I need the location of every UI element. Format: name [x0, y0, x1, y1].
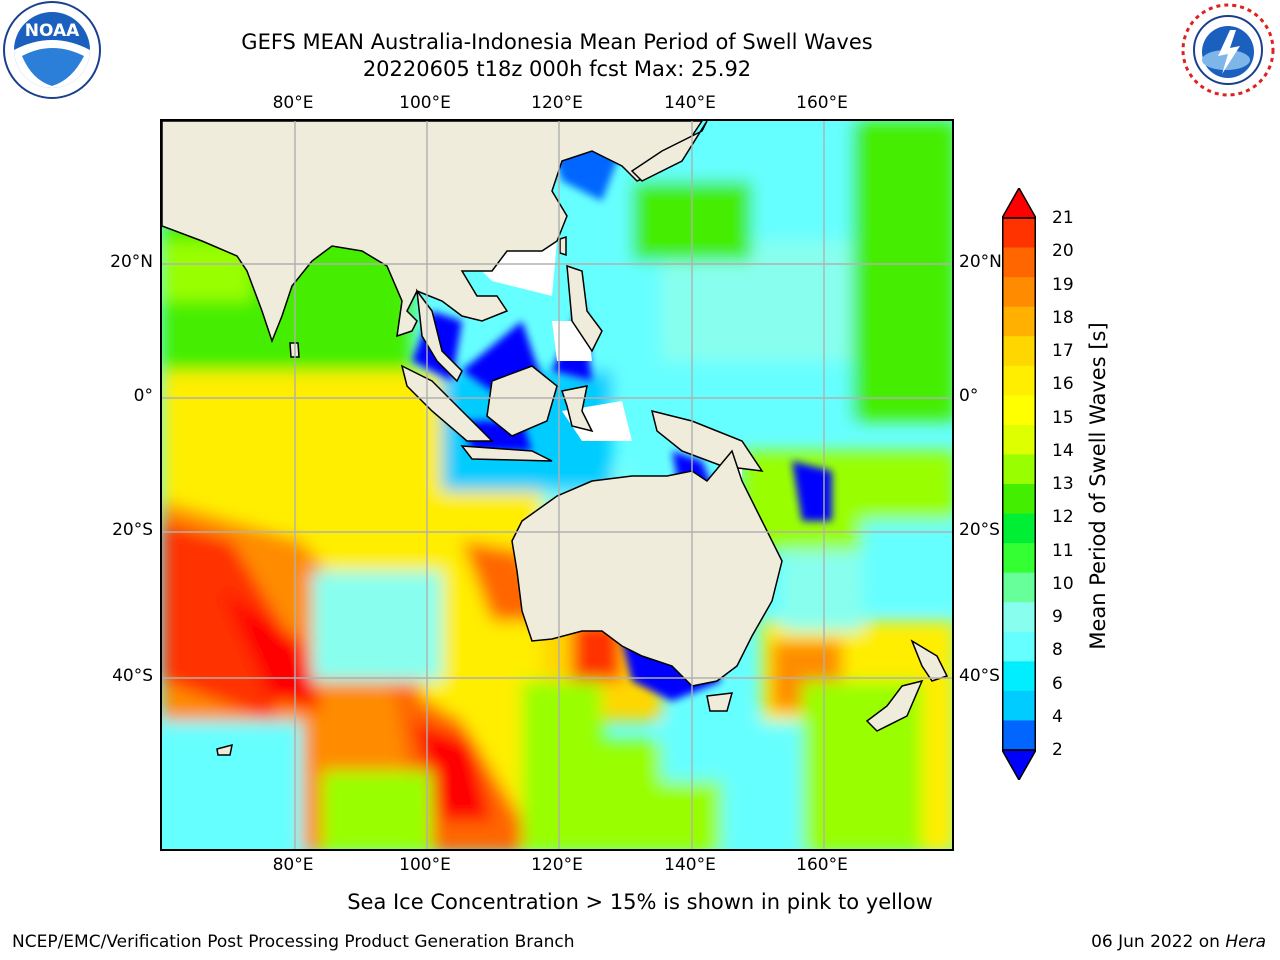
colorbar-segment [1002, 218, 1036, 249]
colorbar-segment [1002, 602, 1036, 633]
footer-date: 06 Jun 2022 on [1091, 932, 1226, 952]
footer-host: Hera [1225, 932, 1266, 952]
colorbar-segment [1002, 720, 1036, 751]
colorbar-segment [1002, 572, 1036, 603]
colorbar-tick: 13 [1052, 474, 1074, 494]
colorbar-segment [1002, 513, 1036, 544]
colorbar-border [1002, 217, 1036, 751]
colorbar-tick: 15 [1052, 407, 1074, 428]
map-panel[interactable] [160, 119, 954, 851]
colorbar-min-extend [1002, 749, 1036, 780]
colorbar-tick: 11 [1052, 540, 1074, 561]
lon-tick-bottom: 140°E [664, 855, 716, 875]
colorbar-max-extend [1002, 188, 1036, 219]
chart-subtitle: 20220605 t18z 000h fcst Max: 25.92 [362, 57, 752, 81]
colorbar-segment [1002, 661, 1036, 692]
chart-title: GEFS MEAN Australia-Indonesia Mean Perio… [241, 30, 873, 54]
colorbar-tick: 2 [1052, 740, 1063, 760]
colorbar-tick: 4 [1052, 706, 1063, 727]
lat-tick-right: 20°S [959, 520, 1000, 540]
noaa-logo: NOAA [3, 1, 101, 99]
lat-tick-left: 40°S [112, 666, 153, 686]
colorbar-segment [1002, 365, 1036, 396]
sea-ice-note: Sea Ice Concentration > 15% is shown in … [347, 890, 933, 914]
colorbar-tick: 21 [1052, 208, 1074, 228]
lon-tick-bottom: 80°E [272, 855, 314, 875]
lat-tick-right: 0° [959, 386, 979, 406]
lat-tick-left: 20°N [110, 252, 153, 272]
lat-tick-right: 40°S [959, 666, 1000, 686]
colorbar-tick: 19 [1052, 274, 1074, 295]
lon-tick-bottom: 100°E [399, 855, 451, 875]
lon-tick-top: 120°E [531, 93, 583, 113]
lat-tick-left: 0° [133, 386, 153, 406]
colorbar-tick: 14 [1052, 440, 1074, 461]
footer-right: 06 Jun 2022 on Hera [1091, 932, 1266, 952]
colorbar-tick: 9 [1052, 607, 1063, 627]
colorbar-tick: 8 [1052, 640, 1063, 661]
colorbar-label: Mean Period of Swell Waves [s] [1086, 322, 1110, 650]
lon-tick-bottom: 120°E [531, 855, 583, 875]
lon-tick-top: 160°E [796, 93, 848, 113]
colorbar-segment [1002, 690, 1036, 721]
nws-logo [1180, 2, 1276, 98]
colorbar-tick: 20 [1052, 241, 1074, 262]
footer-left: NCEP/EMC/Verification Post Processing Pr… [12, 932, 575, 952]
colorbar-tick: 10 [1052, 573, 1074, 594]
colorbar-segment [1002, 277, 1036, 308]
colorbar-segment [1002, 336, 1036, 367]
lon-tick-top: 140°E [664, 93, 716, 113]
lat-tick-right: 20°N [959, 252, 1002, 272]
colorbar-segment [1002, 395, 1036, 426]
colorbar-segment [1002, 247, 1036, 278]
colorbar-segment [1002, 454, 1036, 485]
colorbar-tick: 17 [1052, 341, 1074, 361]
lat-tick-left: 20°S [112, 520, 153, 540]
colorbar-tick: 12 [1052, 507, 1074, 528]
lon-tick-bottom: 160°E [796, 855, 848, 875]
colorbar-segment [1002, 484, 1036, 515]
colorbar-tick: 18 [1052, 307, 1074, 328]
colorbar-segment [1002, 424, 1036, 455]
noaa-logo-text: NOAA [25, 21, 80, 41]
colorbar-tick: 16 [1052, 374, 1074, 395]
colorbar-segment [1002, 306, 1036, 337]
colorbar-segment [1002, 543, 1036, 574]
colorbar-tick: 6 [1052, 673, 1063, 694]
swell-period-map [162, 121, 952, 849]
lon-tick-top: 100°E [399, 93, 451, 113]
colorbar-segment [1002, 631, 1036, 662]
lon-tick-top: 80°E [272, 93, 314, 113]
colorbar [1002, 188, 1036, 780]
